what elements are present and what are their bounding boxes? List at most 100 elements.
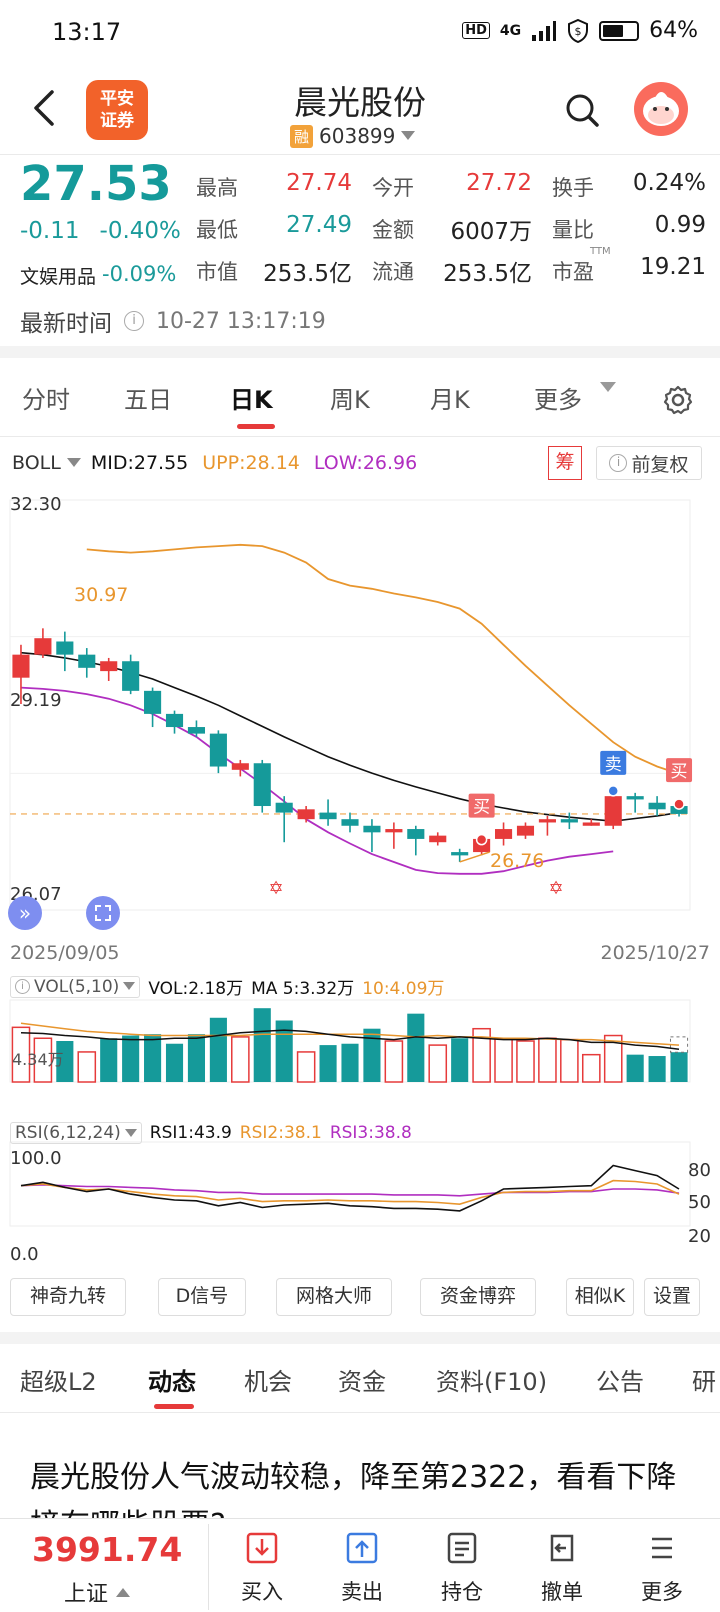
tab-news[interactable]: 机会: [244, 1368, 292, 1396]
kline-chart[interactable]: 买买卖✡ ✡: [0, 486, 720, 1256]
menu-icon: [652, 1537, 672, 1559]
boll-low: LOW:26.96: [313, 452, 418, 474]
info-icon[interactable]: i: [124, 311, 144, 331]
fullscreen-icon[interactable]: [86, 896, 120, 930]
tab-period[interactable]: 分时: [22, 386, 70, 414]
bottom-button[interactable]: 持仓: [422, 1530, 502, 1606]
index-name-row[interactable]: 上证: [64, 1576, 131, 1608]
quote-field-value: 27.72: [466, 170, 532, 196]
latest-time-row: 最新时间 i 10-27 13:17:19: [20, 304, 326, 338]
quote-field-value: 27.49: [286, 212, 352, 238]
tool-button[interactable]: 资金博弈: [420, 1278, 536, 1316]
price-change: -0.11 -0.40%: [20, 218, 181, 244]
tool-button[interactable]: 相似K: [566, 1278, 634, 1316]
back-arrow-icon[interactable]: [28, 88, 64, 128]
vol-axis-label: 4.34万: [12, 1050, 64, 1069]
tab-period[interactable]: 更多: [534, 386, 582, 414]
candle-body: [341, 819, 359, 826]
quote-field-label: 金额: [372, 218, 414, 242]
candle-body: [604, 796, 622, 826]
tool-button[interactable]: 神奇九转: [10, 1278, 126, 1316]
avatar[interactable]: [634, 82, 688, 136]
stock-code-selector[interactable]: 融 603899: [290, 124, 416, 148]
sector-row[interactable]: 文娱用品 -0.09%: [20, 262, 176, 289]
bottom-button[interactable]: 更多: [622, 1530, 702, 1606]
battery-percent: 64%: [649, 18, 698, 43]
bottom-button[interactable]: 买入: [222, 1530, 302, 1606]
vol-legend[interactable]: i VOL(5,10) VOL:2.18万 MA 5:3.32万 10:4.09…: [10, 974, 444, 999]
candle-body: [560, 819, 578, 823]
bottom-button[interactable]: 卖出: [322, 1530, 402, 1606]
info-icon: i: [609, 454, 628, 472]
tab-period[interactable]: 五日: [124, 386, 172, 414]
boll-upper-line: [86, 543, 680, 775]
candle-body: [275, 802, 293, 813]
volume-bar: [603, 1034, 623, 1083]
adjust-mode-button[interactable]: i 前复权: [596, 446, 702, 480]
candle-body: [122, 661, 140, 691]
tab-news[interactable]: 资金: [338, 1368, 386, 1396]
network-label: 4G: [499, 22, 522, 39]
gear-icon[interactable]: [662, 384, 694, 416]
chevron-down-icon: [401, 131, 416, 140]
volume-bar: [253, 1008, 271, 1082]
rsi-legend[interactable]: RSI(6,12,24) RSI1:43.9 RSI2:38.1 RSI3:38…: [10, 1122, 412, 1144]
date-end: 2025/10/27: [600, 942, 710, 964]
candle-body: [209, 733, 227, 767]
expand-left-icon[interactable]: »: [8, 896, 42, 930]
candle-body: [144, 690, 162, 714]
boll-legend[interactable]: BOLL MID:27.55 UPP:28.14 LOW:26.96: [12, 452, 417, 474]
index-name: 上证: [64, 1582, 109, 1607]
battery-icon: [599, 20, 640, 41]
sell-icon: [346, 1532, 378, 1564]
status-icons: HD 4G $ 64%: [462, 18, 698, 43]
signal-text: 卖: [605, 755, 622, 775]
bottom-button[interactable]: 撤单: [522, 1530, 602, 1606]
volume-bar: [472, 1027, 491, 1083]
news-tab-underline: [154, 1404, 194, 1409]
tool-button[interactable]: 设置: [644, 1278, 700, 1316]
volume-bar: [187, 1034, 206, 1082]
tab-news[interactable]: 研: [692, 1368, 716, 1396]
candle-body: [363, 825, 381, 833]
volume-bar: [407, 1013, 425, 1082]
bottom-separator: [208, 1524, 209, 1610]
low-annotation: 26.76: [490, 850, 545, 872]
rsi-axis-bottom: 0.0: [10, 1244, 39, 1265]
index-value[interactable]: 3991.74: [32, 1530, 183, 1569]
quote-field-value: 253.5亿: [263, 261, 352, 287]
volume-bar: [231, 1036, 250, 1083]
adjust-mode-label: 前复权: [631, 453, 689, 476]
price-axis-top: 32.30: [10, 494, 62, 515]
volume-bar: [451, 1038, 469, 1082]
chip-distribution-button[interactable]: 筹: [548, 446, 582, 480]
tab-news[interactable]: 动态: [148, 1368, 196, 1396]
quote-field-value: 0.24%: [632, 170, 706, 196]
quote-field-value: 253.5亿: [443, 261, 532, 287]
candle-body: [385, 829, 403, 833]
rsi1-value: RSI1:43.9: [149, 1123, 232, 1143]
tab-period[interactable]: 月K: [430, 386, 470, 414]
last-price: 27.53: [20, 156, 172, 212]
volume-bar: [516, 1040, 535, 1083]
quote-field-label: 量比: [552, 218, 594, 242]
signal-dot: [475, 833, 488, 846]
volume-bar: [560, 1038, 579, 1083]
caret-up-icon: [116, 1588, 131, 1597]
rsi-axis-50: 50: [688, 1192, 711, 1213]
cancel-order-icon: [550, 1534, 574, 1562]
tab-news[interactable]: 资料(F10): [436, 1368, 548, 1396]
tab-news[interactable]: 公告: [596, 1368, 644, 1396]
tab-period[interactable]: 周K: [330, 386, 370, 414]
rsi-pane-frame: [9, 1141, 691, 1227]
candle-body: [78, 654, 96, 668]
tab-news[interactable]: 超级L2: [20, 1368, 97, 1396]
search-icon[interactable]: [564, 92, 600, 128]
period-tab-underline: [237, 424, 275, 429]
tool-button[interactable]: D信号: [158, 1278, 246, 1316]
tool-button[interactable]: 网格大师: [276, 1278, 392, 1316]
volume-bar: [100, 1038, 118, 1082]
tab-period[interactable]: 日K: [230, 386, 273, 414]
more-chevron-icon: [600, 382, 616, 392]
candle-body: [494, 829, 513, 839]
